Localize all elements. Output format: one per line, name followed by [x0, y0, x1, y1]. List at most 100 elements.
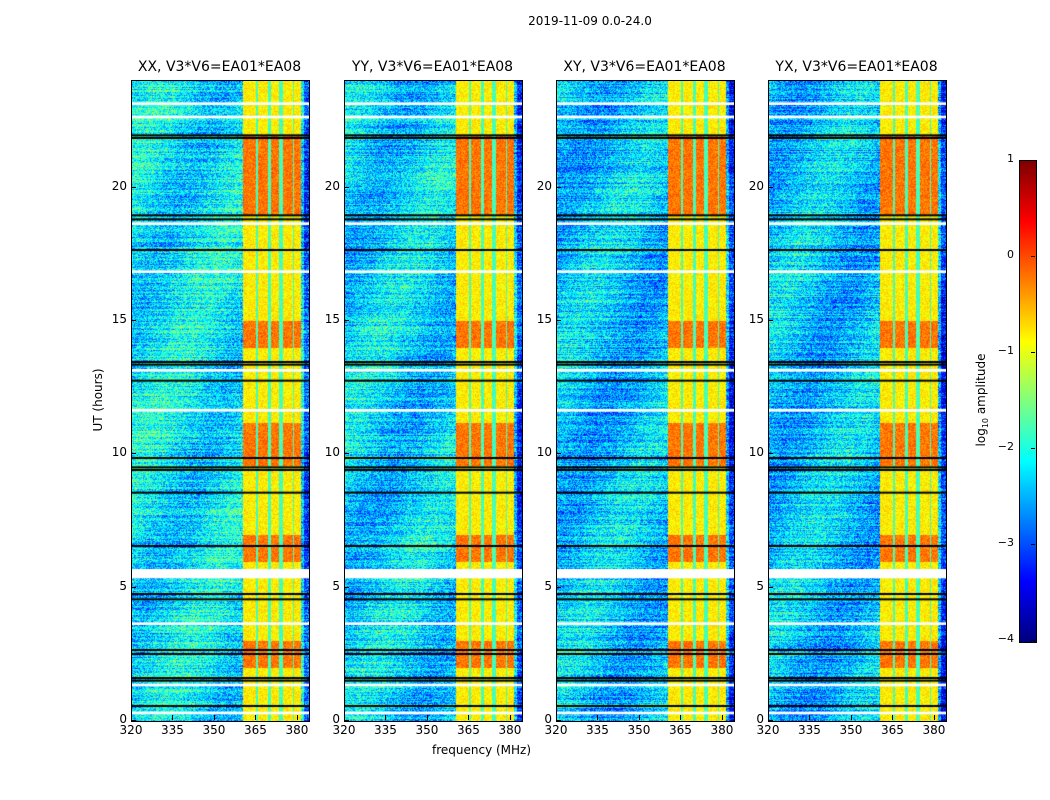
y-tick-label: 10	[111, 445, 127, 460]
y-tick-mark	[768, 720, 773, 721]
x-tick-mark	[638, 715, 640, 720]
x-tick-mark	[344, 715, 345, 720]
y-tick-mark	[556, 720, 561, 721]
x-tick-label: 365	[881, 723, 904, 737]
x-tick-label: 380	[710, 723, 734, 737]
y-tick-mark	[344, 186, 349, 188]
x-tick-label: 365	[669, 723, 692, 737]
panel-title: YX, V3*V6=EA01*EA08	[775, 59, 938, 75]
y-tick-mark	[131, 586, 136, 588]
y-tick-mark	[768, 186, 773, 188]
y-tick-label: 5	[119, 578, 127, 593]
y-tick-label: 15	[324, 312, 340, 326]
colorbar-tick-label: −1	[997, 344, 1014, 357]
x-tick-label: 350	[202, 723, 226, 737]
x-tick-mark	[768, 715, 769, 720]
y-tick-mark	[556, 320, 561, 321]
x-tick-mark	[172, 715, 174, 720]
x-tick-label: 335	[374, 723, 397, 737]
figure-title: 2019-11-09 0.0-24.0	[528, 14, 652, 28]
y-tick-mark	[768, 320, 773, 321]
panel-title: XY, V3*V6=EA01*EA08	[563, 59, 726, 75]
colorbar-tick-mark	[1031, 544, 1035, 545]
x-tick-mark	[296, 715, 298, 720]
colorbar-tick-mark	[1031, 448, 1035, 449]
x-tick-mark	[556, 715, 557, 720]
y-tick-mark	[768, 586, 773, 588]
x-tick-label: 380	[922, 723, 946, 737]
x-tick-mark	[850, 715, 852, 720]
y-tick-label: 5	[332, 578, 340, 593]
heatmap-panel	[768, 80, 947, 722]
colorbar-label: log10 amplitude	[973, 353, 991, 447]
colorbar-tick-label: −4	[997, 632, 1014, 645]
x-tick-label: 365	[244, 723, 267, 737]
y-tick-label: 0	[332, 712, 340, 726]
x-tick-mark	[597, 715, 599, 720]
y-tick-label: 10	[324, 445, 340, 460]
y-tick-mark	[556, 453, 561, 455]
heatmap-panel	[556, 80, 735, 722]
heatmap-panel	[131, 80, 310, 722]
x-tick-label: 365	[457, 723, 480, 737]
y-tick-label: 20	[536, 178, 552, 193]
x-tick-label: 335	[586, 723, 609, 737]
x-tick-label: 320	[544, 723, 568, 737]
y-tick-mark	[344, 586, 349, 588]
colorbar-tick-label: −3	[997, 536, 1014, 549]
x-tick-mark	[131, 715, 132, 720]
x-tick-mark	[892, 715, 894, 720]
y-tick-mark	[131, 320, 136, 321]
y-tick-mark	[344, 320, 349, 321]
y-tick-mark	[556, 586, 561, 588]
y-tick-mark	[344, 720, 349, 721]
y-tick-mark	[131, 720, 136, 721]
x-tick-mark	[468, 715, 470, 720]
y-tick-label: 0	[756, 712, 764, 726]
colorbar-tick-label: 1	[1007, 152, 1014, 165]
colorbar-tick-label: −2	[997, 440, 1014, 453]
colorbar-tick-mark	[1031, 256, 1035, 257]
y-tick-mark	[344, 453, 349, 455]
y-tick-mark	[768, 453, 773, 455]
x-tick-label: 380	[285, 723, 309, 737]
x-tick-mark	[680, 715, 682, 720]
y-tick-label: 5	[756, 578, 764, 593]
y-tick-mark	[556, 186, 561, 188]
x-tick-mark	[426, 715, 428, 720]
x-tick-label: 320	[756, 723, 780, 737]
x-tick-label: 350	[415, 723, 439, 737]
x-tick-label: 350	[627, 723, 651, 737]
colorbar	[1019, 160, 1037, 643]
x-tick-mark	[933, 715, 935, 720]
y-tick-mark	[131, 453, 136, 455]
colorbar-tick-label: 0	[1007, 248, 1014, 261]
colorbar-tick-mark	[1031, 640, 1035, 641]
x-tick-mark	[721, 715, 723, 720]
y-tick-label: 20	[324, 178, 340, 193]
y-tick-label: 15	[111, 312, 127, 326]
x-tick-mark	[385, 715, 387, 720]
y-tick-label: 5	[544, 578, 552, 593]
heatmap-panel	[344, 80, 523, 722]
y-tick-label: 20	[111, 178, 127, 193]
colorbar-tick-mark	[1031, 352, 1035, 353]
y-tick-label: 15	[748, 312, 764, 326]
y-tick-label: 10	[536, 445, 552, 460]
panel-title: YY, V3*V6=EA01*EA08	[351, 59, 514, 75]
y-tick-label: 0	[544, 712, 552, 726]
x-axis-label: frequency (MHz)	[432, 743, 532, 757]
x-tick-label: 320	[332, 723, 356, 737]
x-tick-mark	[255, 715, 257, 720]
x-tick-label: 380	[498, 723, 522, 737]
x-tick-label: 320	[119, 723, 143, 737]
y-axis-label: UT (hours)	[91, 368, 105, 432]
y-tick-mark	[131, 186, 136, 188]
y-tick-label: 10	[748, 445, 764, 460]
y-tick-label: 15	[536, 312, 552, 326]
colorbar-tick-mark	[1031, 160, 1035, 161]
panel-title: XX, V3*V6=EA01*EA08	[137, 59, 302, 75]
x-tick-mark	[213, 715, 215, 720]
x-tick-mark	[509, 715, 511, 720]
